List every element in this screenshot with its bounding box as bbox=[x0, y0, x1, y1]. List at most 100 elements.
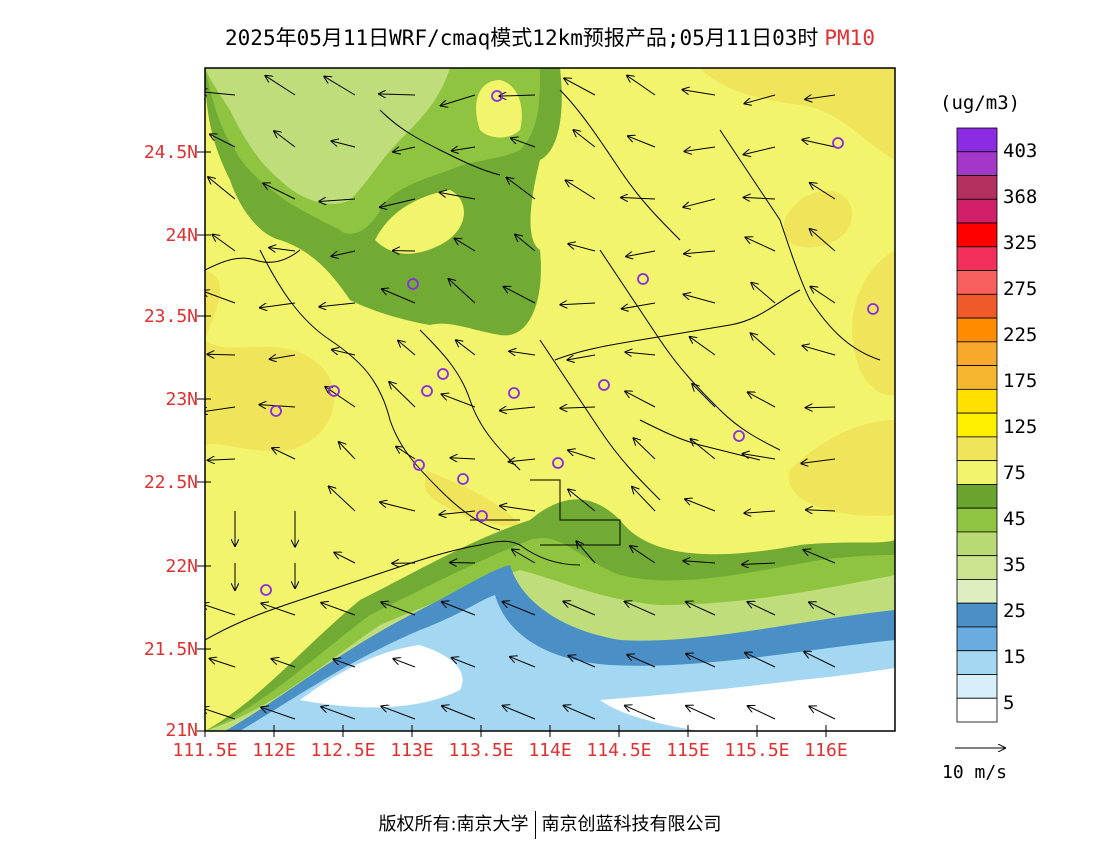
wind-arrow bbox=[381, 706, 416, 720]
wind-arrow bbox=[692, 384, 716, 408]
axis-ticks bbox=[197, 151, 827, 737]
wind-arrow bbox=[576, 541, 596, 564]
colorbar-swatch bbox=[956, 293, 998, 319]
colorbar-label: 35 bbox=[1003, 554, 1026, 576]
footer-separator bbox=[534, 811, 536, 839]
wind-arrow bbox=[499, 95, 536, 96]
colorbar-swatch bbox=[956, 341, 998, 366]
colorbar-swatch bbox=[956, 579, 998, 604]
colorbar-label: 5 bbox=[1003, 692, 1015, 714]
lon-label-113e: 113E bbox=[390, 740, 434, 761]
wind-arrow bbox=[456, 340, 476, 356]
lat-label-24n: 24N bbox=[165, 225, 198, 246]
wind-arrow bbox=[803, 346, 836, 356]
wind-arrow bbox=[686, 654, 716, 668]
wind-vectors bbox=[205, 76, 836, 720]
wind-arrow bbox=[745, 653, 776, 668]
wind-arrow bbox=[452, 658, 476, 668]
wind-arrow bbox=[628, 136, 656, 148]
wind-arrow bbox=[810, 229, 836, 252]
lon-label-112e: 112E bbox=[252, 740, 296, 761]
wind-arrow bbox=[691, 439, 716, 460]
wind-reference-label: 10 m/s bbox=[942, 762, 1008, 783]
wind-arrow bbox=[512, 550, 536, 564]
wind-arrow bbox=[573, 130, 596, 148]
wind-arrow bbox=[452, 147, 476, 151]
station-marker bbox=[508, 387, 520, 399]
wind-arrow bbox=[569, 656, 596, 668]
wind-arrow bbox=[439, 511, 476, 515]
wind-arrow bbox=[261, 707, 296, 720]
wind-arrow bbox=[806, 510, 836, 511]
colorbar-swatch bbox=[956, 365, 998, 390]
wind-arrow bbox=[269, 248, 296, 251]
wind-arrow bbox=[334, 659, 356, 668]
station-marker bbox=[733, 430, 745, 442]
lat-label-22n: 22N bbox=[165, 556, 198, 577]
wind-arrow bbox=[684, 251, 716, 254]
wind-arrow bbox=[805, 95, 836, 99]
colorbar-swatch bbox=[956, 626, 998, 652]
wind-arrow bbox=[560, 407, 596, 408]
wind-arrow bbox=[810, 183, 836, 200]
lon-label-116e: 116E bbox=[804, 740, 848, 761]
boundaries bbox=[205, 89, 881, 641]
wind-arrow bbox=[507, 178, 536, 200]
wind-arrow bbox=[210, 659, 236, 668]
wind-arrow bbox=[748, 602, 776, 616]
wind-arrow bbox=[509, 459, 536, 462]
wind-arrow bbox=[260, 302, 296, 308]
wind-arrow bbox=[566, 180, 596, 200]
station-marker bbox=[407, 278, 419, 290]
colorbar-units: (ug/m3) bbox=[940, 92, 1021, 114]
colorbar-label: 25 bbox=[1003, 600, 1026, 622]
wind-arrow bbox=[809, 602, 836, 616]
colorbar-swatch bbox=[956, 507, 998, 533]
footer: 版权所有:南京大学 南京创蓝科技有限公司 bbox=[0, 810, 1100, 839]
colorbar-swatch bbox=[956, 175, 998, 200]
lat-label-24-5n: 24.5N bbox=[143, 142, 198, 163]
wind-arrow bbox=[744, 197, 776, 199]
wind-arrow bbox=[632, 487, 656, 512]
wind-arrow bbox=[804, 550, 836, 564]
colorbar-swatch bbox=[956, 483, 998, 509]
wind-arrow bbox=[751, 283, 776, 304]
wind-arrow bbox=[440, 193, 476, 200]
colorbar-swatch bbox=[956, 388, 998, 414]
station-marker bbox=[491, 90, 503, 102]
wind-arrow bbox=[442, 602, 476, 616]
colorbar-swatch bbox=[956, 412, 998, 438]
wind-arrow bbox=[621, 198, 656, 200]
colorbar-swatch bbox=[956, 555, 998, 580]
wind-arrow bbox=[325, 387, 356, 408]
zone-75-125 bbox=[205, 68, 895, 526]
wind-arrow bbox=[504, 287, 536, 304]
wind-arrow bbox=[208, 459, 236, 460]
wind-arrow bbox=[379, 94, 416, 95]
wind-arrow bbox=[622, 302, 656, 309]
wind-arrow bbox=[381, 602, 416, 616]
station-marker bbox=[552, 457, 564, 469]
wind-arrow bbox=[630, 546, 656, 564]
wind-arrow bbox=[801, 458, 836, 463]
station-marker bbox=[476, 510, 488, 522]
wind-arrow bbox=[503, 602, 536, 616]
wind-arrow bbox=[804, 652, 836, 668]
wind-arrow bbox=[509, 351, 536, 355]
wind-arrow bbox=[686, 706, 716, 720]
wind-arrow bbox=[743, 454, 776, 460]
lat-label-23-5n: 23.5N bbox=[143, 306, 198, 327]
wind-arrow bbox=[398, 341, 416, 356]
wind-arrow bbox=[563, 602, 596, 616]
station-marker bbox=[867, 303, 879, 315]
wind-arrow bbox=[261, 603, 296, 616]
wind-arrow bbox=[625, 706, 656, 720]
wind-arrow bbox=[515, 235, 536, 252]
lon-label-111-5e: 111.5E bbox=[172, 740, 238, 761]
wind-arrow bbox=[205, 708, 236, 720]
station-marker bbox=[457, 473, 469, 485]
wind-arrow bbox=[683, 561, 716, 563]
pm10-field bbox=[205, 68, 895, 731]
wind-arrow bbox=[751, 333, 776, 356]
